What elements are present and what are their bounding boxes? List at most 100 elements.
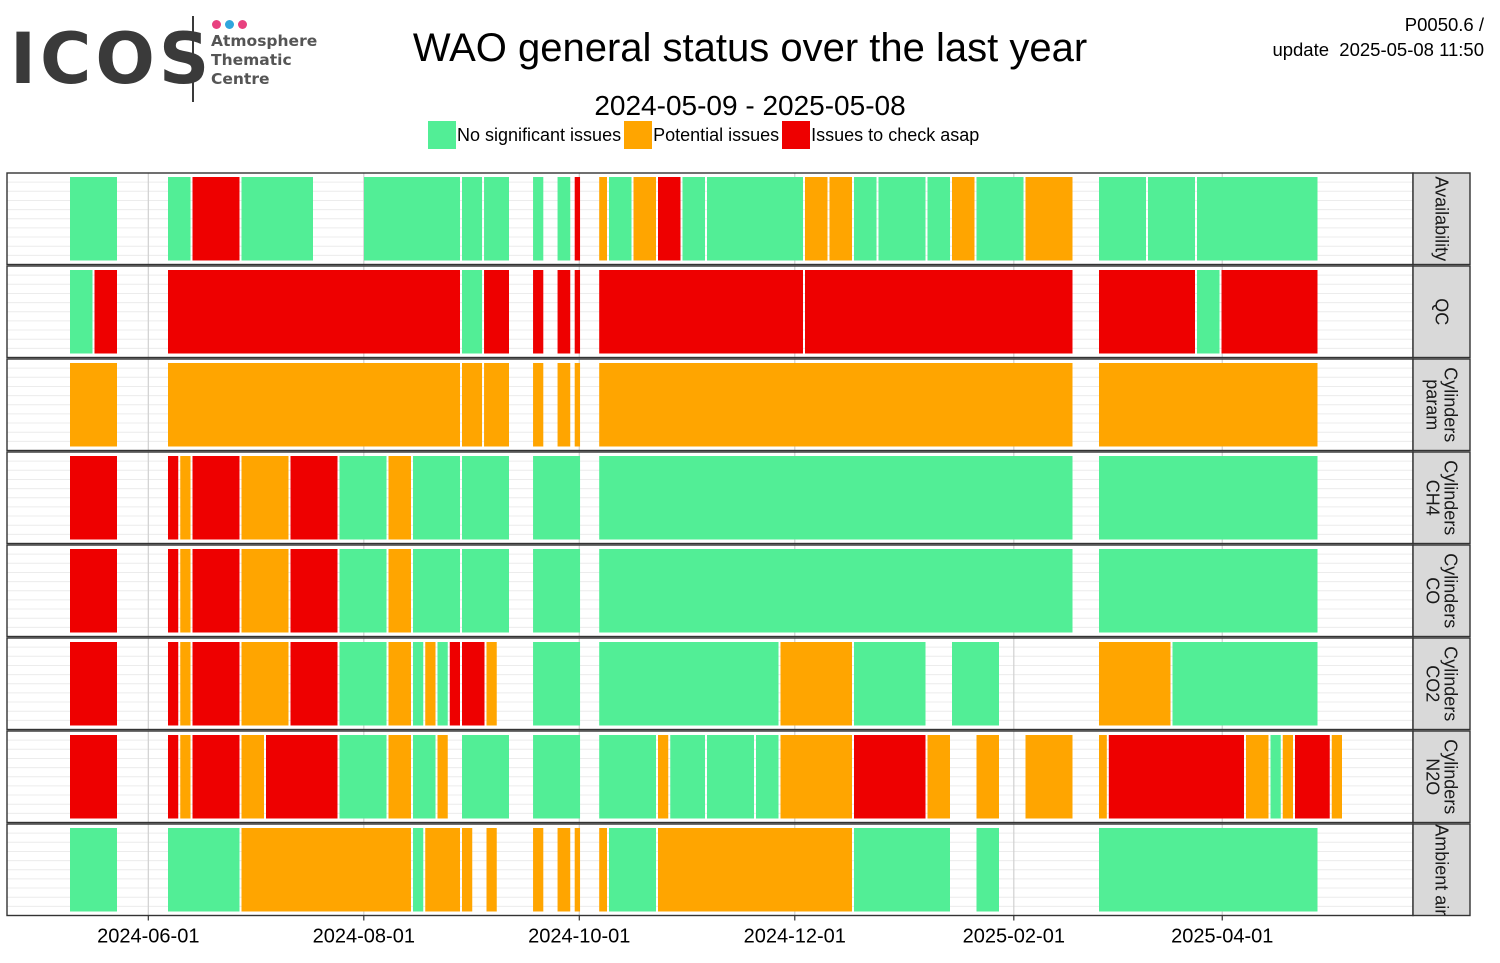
status-bar (1282, 735, 1293, 819)
status-bar (1099, 642, 1171, 726)
status-bar (462, 270, 483, 354)
logo-dot (238, 20, 247, 29)
status-bar (1108, 735, 1244, 819)
legend-swatch-potential (624, 121, 653, 149)
legend-item: Potential issues (624, 121, 779, 149)
status-bar (168, 642, 179, 726)
status-bar (854, 828, 950, 912)
logo-line1: Atmosphere (211, 32, 318, 50)
status-bar (180, 456, 191, 540)
status-bar (413, 642, 424, 726)
status-bar (1099, 735, 1107, 819)
status-bar (168, 549, 179, 633)
facet-label: CylindersN2O (1423, 739, 1461, 814)
status-bar (533, 735, 581, 819)
status-bar (484, 270, 509, 354)
status-bar (533, 363, 544, 447)
status-bar (462, 456, 509, 540)
status-bar (413, 828, 424, 912)
status-bar (339, 735, 387, 819)
status-bar (574, 828, 581, 912)
logo-line2: Thematic (211, 51, 292, 69)
status-bar (829, 177, 852, 261)
status-bar (462, 828, 473, 912)
status-bar (976, 735, 999, 819)
status-bar (70, 456, 117, 540)
status-bar (437, 642, 448, 726)
status-bar (609, 177, 632, 261)
status-bar (1025, 735, 1073, 819)
status-bar (976, 177, 1024, 261)
status-bar (599, 642, 779, 726)
status-bar (388, 549, 411, 633)
status-bar (805, 270, 1073, 354)
status-bar (168, 456, 179, 540)
status-bar (952, 642, 999, 726)
status-bar (707, 735, 754, 819)
legend-label-check: Issues to check asap (811, 124, 980, 145)
status-bar (599, 363, 1073, 447)
status-bar (241, 549, 289, 633)
status-bar (756, 735, 779, 819)
status-bar (1197, 270, 1220, 354)
status-bar (94, 270, 117, 354)
legend-swatch-ok (428, 121, 456, 149)
status-bar (413, 549, 460, 633)
status-bar (484, 363, 509, 447)
status-bar (854, 177, 877, 261)
facet-strip (1412, 637, 1471, 731)
status-bar (1221, 270, 1318, 354)
status-bar (557, 828, 571, 912)
status-bar (462, 177, 483, 261)
status-bar (599, 270, 803, 354)
legend-item: No significant issues (428, 121, 621, 149)
status-bar (574, 177, 581, 261)
status-bar (533, 828, 544, 912)
status-bar (413, 456, 460, 540)
status-bar (1099, 270, 1195, 354)
status-bar (266, 735, 338, 819)
status-bar (927, 177, 950, 261)
status-bar (70, 828, 117, 912)
status-bar (486, 642, 497, 726)
status-bar (927, 735, 950, 819)
status-bar (70, 270, 93, 354)
status-bar (339, 549, 387, 633)
status-bar (462, 735, 509, 819)
status-bar (599, 828, 607, 912)
logo-line3: Centre (211, 70, 270, 88)
status-bar (462, 363, 483, 447)
x-tick-label: 2024-10-01 (528, 926, 630, 948)
x-tick-label: 2024-08-01 (313, 926, 415, 948)
status-bar (805, 177, 828, 261)
status-bar (1331, 735, 1342, 819)
update-info: P0050.6 / update 2025-05-08 11:50 (1272, 12, 1484, 62)
facet-strip (1412, 544, 1471, 638)
logo-subtitle: Atmosphere Thematic Centre (211, 32, 331, 89)
product-code: P0050.6 / (1404, 14, 1484, 35)
logo-dot (212, 20, 221, 29)
status-bar (388, 456, 411, 540)
status-bar (952, 177, 975, 261)
status-bar (1025, 177, 1073, 261)
status-bar (241, 177, 313, 261)
status-bar (339, 456, 387, 540)
logo-dot (225, 20, 234, 29)
status-bar (1099, 177, 1146, 261)
status-bar (462, 549, 509, 633)
logo-dots (212, 16, 251, 29)
status-bar (70, 735, 117, 819)
status-bar (180, 549, 191, 633)
status-bar (574, 270, 581, 354)
status-bar (290, 549, 338, 633)
x-tick-label: 2025-04-01 (1171, 926, 1273, 948)
status-bar (633, 177, 656, 261)
status-bar (364, 177, 460, 261)
status-bar (1099, 363, 1318, 447)
facet-strip (1412, 265, 1471, 359)
status-bar (449, 642, 460, 726)
status-bar (533, 270, 544, 354)
legend-label-ok: No significant issues (457, 124, 622, 145)
status-bar (658, 735, 669, 819)
